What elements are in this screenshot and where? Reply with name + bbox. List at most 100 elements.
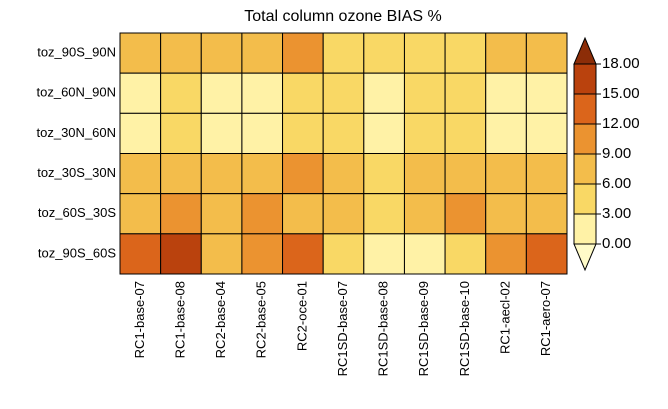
heatmap-cell xyxy=(363,32,405,74)
heatmap-cell xyxy=(322,32,365,74)
heatmap-cell xyxy=(282,72,324,114)
colorbar-tick-label: 9.00 xyxy=(602,145,631,162)
colorbar-segment xyxy=(573,183,597,215)
heatmap-cell xyxy=(160,233,202,275)
x-tick-label: RC2-oce-01 xyxy=(294,281,309,351)
y-tick-label: toz_90S_90N xyxy=(37,45,116,60)
heatmap-cell xyxy=(485,193,527,235)
y-tick-label: toz_30S_30N xyxy=(37,165,116,180)
heatmap-cell xyxy=(200,32,243,74)
x-tick-label: RC1-aecl-02 xyxy=(497,281,512,354)
heatmap-cell xyxy=(241,112,284,155)
colorbar-segment xyxy=(573,153,597,185)
chart-title: Total column ozone BIAS % xyxy=(244,8,441,25)
heatmap-cell xyxy=(444,72,487,114)
heatmap-cell xyxy=(363,193,405,235)
x-tick-label: RC1-base-07 xyxy=(132,281,147,358)
heatmap-cell xyxy=(160,32,202,74)
heatmap-cell xyxy=(282,193,324,235)
colorbar-segment xyxy=(573,123,597,155)
heatmap-cell xyxy=(525,233,568,275)
heatmap-cell xyxy=(282,233,324,275)
heatmap-cell xyxy=(363,112,405,155)
heatmap-cell xyxy=(241,72,284,114)
heatmap-cell xyxy=(525,32,568,74)
heatmap-cell xyxy=(363,153,405,195)
x-tick-label: RC2-base-05 xyxy=(254,281,269,358)
y-tick-label: toz_30N_60N xyxy=(37,125,117,140)
heatmap-cell xyxy=(403,193,446,235)
colorbar-tick-label: 0.00 xyxy=(602,235,631,252)
heatmap-cell xyxy=(160,72,202,114)
colorbar-tick-label: 18.00 xyxy=(602,55,640,72)
heatmap-cell xyxy=(200,153,243,195)
x-tick-label: RC1SD-base-07 xyxy=(335,281,350,376)
heatmap-cell xyxy=(119,32,162,74)
heatmap-cell xyxy=(403,153,446,195)
colorbar-tick-label: 12.00 xyxy=(602,115,640,132)
heatmap-cell xyxy=(119,72,162,114)
heatmap-cell xyxy=(525,193,568,235)
heatmap-cell xyxy=(525,112,568,155)
y-tick-label: toz_60N_90N xyxy=(37,85,117,100)
heatmap-cell xyxy=(282,153,324,195)
heatmap-cell xyxy=(241,153,284,195)
x-tick-label: RC1SD-base-09 xyxy=(416,281,431,376)
heatmap-cell xyxy=(525,72,568,114)
x-tick-label: RC1SD-base-08 xyxy=(376,281,391,376)
heatmap-cell xyxy=(322,72,365,114)
heatmap-cell xyxy=(241,193,284,235)
heatmap-cell xyxy=(403,32,446,74)
heatmap-cell xyxy=(363,233,405,275)
heatmap-cell xyxy=(322,112,365,155)
heatmap-cell xyxy=(200,112,243,155)
heatmap-cell xyxy=(160,153,202,195)
colorbar-high xyxy=(573,36,597,65)
heatmap-cell xyxy=(485,32,527,74)
heatmap-cell xyxy=(241,32,284,74)
colorbar-tick-label: 6.00 xyxy=(602,175,631,192)
colorbar-low xyxy=(573,243,597,272)
heatmap-cell xyxy=(485,153,527,195)
heatmap-cell xyxy=(444,32,487,74)
heatmap-cell xyxy=(322,153,365,195)
colorbar-tick-label: 3.00 xyxy=(602,205,631,222)
heatmap-cell xyxy=(485,112,527,155)
heatmap-cell xyxy=(403,112,446,155)
x-tick-label: RC1-aero-07 xyxy=(538,281,553,356)
heatmap-cell xyxy=(485,72,527,114)
heatmap-cell xyxy=(200,193,243,235)
x-tick-label: RC1-base-08 xyxy=(172,281,187,358)
heatmap-cell xyxy=(119,193,162,235)
colorbar-segment xyxy=(573,213,597,245)
heatmap-cell xyxy=(322,233,365,275)
x-tick-label: RC2-base-04 xyxy=(213,281,228,358)
y-tick-label: toz_90S_60S xyxy=(38,245,116,260)
colorbar-tick-label: 15.00 xyxy=(602,85,640,102)
heatmap-cell xyxy=(444,112,487,155)
heatmap-cell xyxy=(282,112,324,155)
heatmap-cell xyxy=(119,233,162,275)
heatmap-cell xyxy=(282,32,324,74)
heatmap-cell xyxy=(363,72,405,114)
heatmap-cell xyxy=(485,233,527,275)
heatmap-cell xyxy=(403,233,446,275)
heatmap-cell xyxy=(119,112,162,155)
heatmap-cell xyxy=(200,233,243,275)
heatmap-cell xyxy=(241,233,284,275)
heatmap-cell xyxy=(444,193,487,235)
heatmap-cell xyxy=(525,153,568,195)
heatmap-cell xyxy=(160,112,202,155)
heatmap-cell xyxy=(322,193,365,235)
heatmap-cell xyxy=(444,153,487,195)
colorbar-segment xyxy=(573,63,597,95)
heatmap-cell xyxy=(444,233,487,275)
colorbar-segment xyxy=(573,93,597,125)
heatmap-cell xyxy=(200,72,243,114)
heatmap-cell xyxy=(119,153,162,195)
x-tick-label: RC1SD-base-10 xyxy=(457,281,472,376)
heatmap-cell xyxy=(160,193,202,235)
y-tick-label: toz_60S_30S xyxy=(38,205,116,220)
heatmap-cell xyxy=(403,72,446,114)
